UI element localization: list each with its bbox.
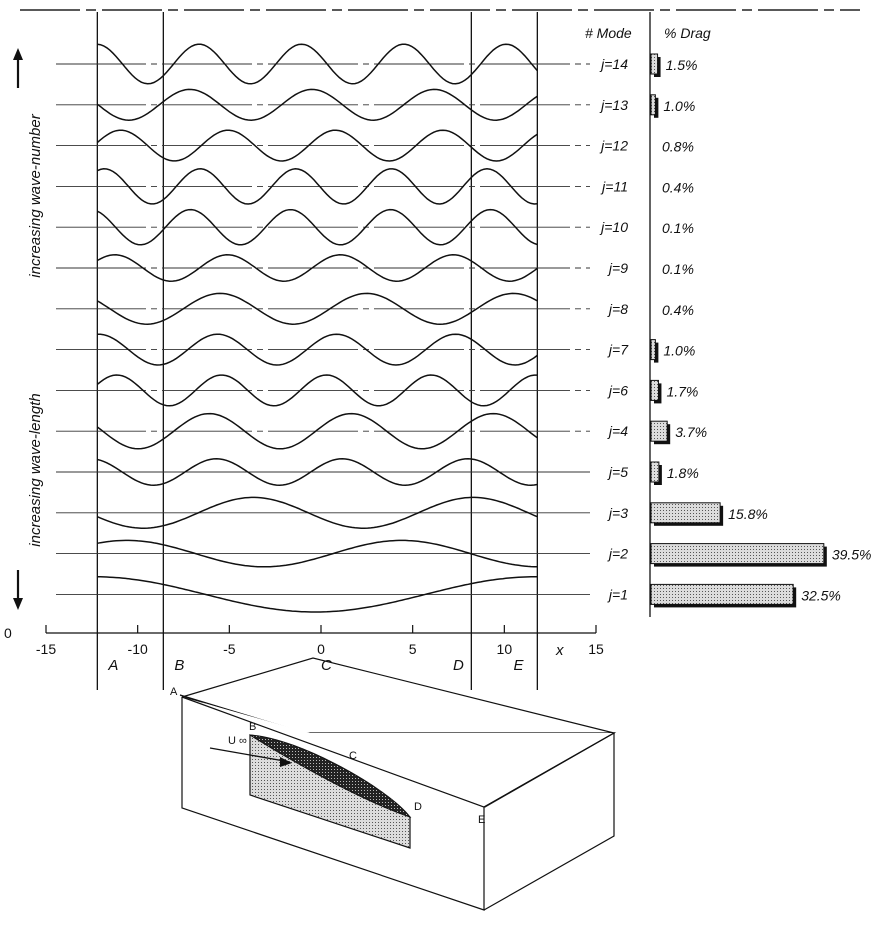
drag-bar — [650, 53, 659, 75]
x-tick-label: -10 — [128, 641, 148, 657]
mode-label: j=11 — [600, 178, 628, 194]
drag-column: # Mode % Drag — [585, 12, 711, 617]
up-arrow-head — [13, 48, 23, 60]
drag-bar — [650, 420, 668, 442]
box-diagram: U ∞ A B C D E — [170, 657, 617, 911]
drag-value-label: 39.5% — [832, 547, 872, 563]
mode-label: j=8 — [607, 301, 628, 317]
column-header-drag: % Drag — [664, 25, 711, 41]
box-upper — [181, 695, 614, 733]
box-face-top — [182, 697, 614, 807]
mode-waveform — [97, 43, 538, 85]
mode-label: j=13 — [599, 97, 628, 113]
mode-waveform — [97, 576, 538, 613]
mode-label: j=3 — [607, 505, 628, 521]
x-tick-label: 0 — [317, 641, 325, 657]
mode-waveform — [96, 374, 538, 407]
down-arrow-head — [13, 598, 23, 610]
drag-value-label: 1.5% — [666, 57, 698, 73]
drag-bar-shadow — [654, 97, 659, 118]
region-label-B: B — [174, 657, 184, 674]
mode-waveform — [96, 208, 538, 246]
drag-value-label: 0.4% — [662, 179, 694, 195]
drag-value-label: 0.4% — [662, 302, 694, 318]
y-label-top: increasing wave-number — [27, 113, 44, 277]
region-labels: A B C D E — [107, 657, 524, 674]
region-label-A: A — [107, 657, 118, 674]
x-tick-label: -5 — [223, 641, 236, 657]
x-axis-label: x — [555, 642, 564, 659]
mode-labels: j=14 j=13 j=12 j=11 j=10 j=9 j=8 j=7 j=6 j=4 j=5 j=… — [599, 56, 629, 602]
drag-value-label: 1.8% — [667, 465, 699, 481]
mode-waveform — [97, 458, 538, 486]
region-boundaries — [96, 12, 538, 690]
drag-bar — [650, 339, 656, 361]
mode-label: j=10 — [599, 219, 628, 235]
box-top-rim — [181, 657, 616, 808]
mode-waveform — [96, 292, 538, 325]
mode-label: j=9 — [607, 260, 628, 276]
mode-label: j=12 — [599, 138, 628, 154]
mode-label: j=5 — [607, 464, 628, 480]
drag-bars: 1.5% 1.0% 0.8% 0.4% 0.1% 0.1% 0.4% 1.0% 1.7% 3.7%… — [650, 53, 872, 608]
mode-waveform — [97, 333, 538, 366]
mode-label: j=7 — [607, 342, 629, 358]
drag-value-label: 0.8% — [662, 139, 694, 155]
y-tick-zero: 0 — [4, 625, 12, 641]
drag-bar — [650, 583, 794, 605]
mode-waveforms — [96, 43, 538, 613]
region-label-E: E — [514, 657, 525, 674]
wake-top-lens — [249, 734, 412, 818]
y-label-bottom: increasing wave-length — [27, 393, 44, 546]
corner-label-A: A — [170, 686, 178, 698]
corner-label-B: B — [249, 721, 256, 733]
box-top-edges — [182, 660, 614, 733]
mode-waveform — [97, 539, 538, 568]
drag-bar — [650, 502, 721, 524]
drag-value-label: 0.1% — [662, 220, 694, 236]
drag-bar-shadow — [654, 342, 659, 363]
drag-value-label: 32.5% — [801, 587, 841, 603]
mode-waveform — [97, 168, 538, 205]
region-label-C: C — [321, 657, 332, 674]
drag-bar — [650, 379, 659, 401]
drag-bar — [650, 94, 656, 116]
x-axis: x -15 -10 -5 0 5 10 15 — [36, 625, 604, 659]
x-tick-label: 5 — [409, 641, 417, 657]
mode-label: j=2 — [607, 546, 628, 562]
mode-waveform — [96, 88, 538, 121]
drag-value-label: 1.0% — [663, 343, 695, 359]
mode-label: j=6 — [607, 382, 628, 398]
mode-waveform — [96, 496, 538, 529]
flow-arrow-head — [280, 757, 292, 767]
drag-bar — [650, 543, 825, 565]
region-label-D: D — [453, 657, 464, 674]
drag-value-label: 3.7% — [675, 424, 707, 440]
drag-value-label: 1.7% — [666, 383, 698, 399]
drag-value-label: 1.0% — [663, 98, 695, 114]
mode-label: j=1 — [607, 586, 628, 602]
x-tick-label: 15 — [588, 641, 604, 657]
drag-value-label: 0.1% — [662, 261, 694, 277]
corner-label-D: D — [414, 801, 422, 813]
velocity-label: U ∞ — [228, 735, 247, 747]
y-axis-annotations: increasing wave-number increasing wave-l… — [4, 48, 44, 641]
mode-waveform — [96, 254, 538, 282]
mode-baselines — [56, 63, 590, 595]
mode-label: j=4 — [607, 423, 628, 439]
mode-label: j=14 — [599, 56, 628, 72]
drag-bar — [650, 461, 660, 483]
x-tick-label: -15 — [36, 641, 56, 657]
corner-label-C: C — [349, 750, 357, 762]
column-header-mode: # Mode — [585, 25, 632, 41]
mode-waveform — [96, 129, 538, 162]
corner-label-E: E — [478, 814, 485, 826]
x-tick-label: 10 — [497, 641, 513, 657]
box-top-back-edge — [182, 695, 310, 697]
mode-waveform — [96, 412, 538, 450]
flow-arrow — [209, 747, 291, 763]
drag-value-label: 15.8% — [728, 506, 768, 522]
